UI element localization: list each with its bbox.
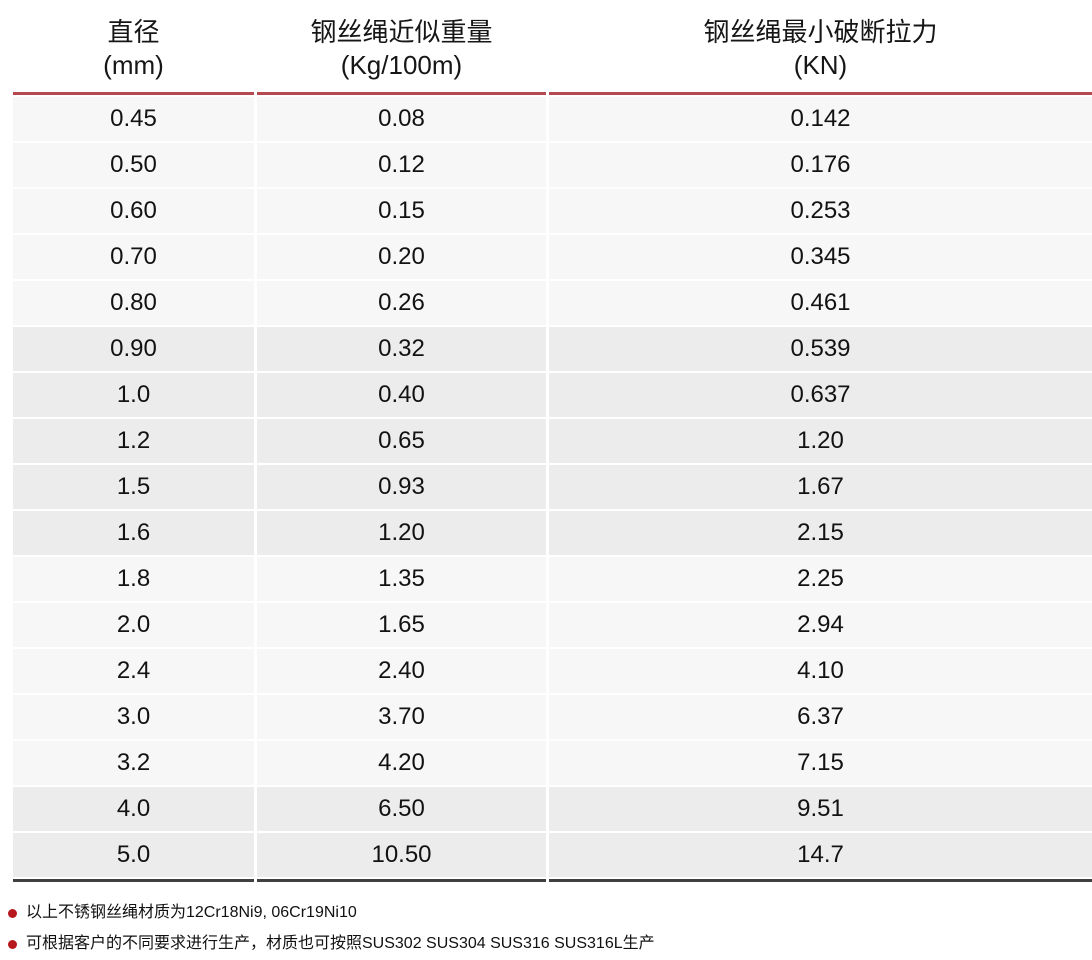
table-bottom-border (549, 879, 1092, 882)
table-cell: 0.80 (13, 281, 254, 325)
table-cell: 0.32 (257, 327, 546, 371)
table-cell: 1.35 (257, 557, 546, 601)
column-header-diameter: 直径 (mm) (13, 0, 254, 90)
table-cell: 1.20 (257, 511, 546, 555)
header-divider-line (549, 92, 1092, 95)
bullet-icon (8, 908, 17, 918)
table-cell: 0.637 (549, 373, 1092, 417)
table-cell: 6.50 (257, 787, 546, 831)
table-cell: 2.4 (13, 649, 254, 693)
table-cell: 10.50 (257, 833, 546, 877)
header-divider-line (13, 92, 254, 95)
table-cell: 6.37 (549, 695, 1092, 739)
table-cell: 9.51 (549, 787, 1092, 831)
table-cell: 0.40 (257, 373, 546, 417)
footnote-custom-production: 可根据客户的不同要求进行生产，材质也可按照SUS302 SUS304 SUS31… (8, 933, 655, 955)
column-header-weight: 钢丝绳近似重量 (Kg/100m) (257, 0, 546, 90)
table-cell: 0.12 (257, 143, 546, 187)
wire-rope-spec-table: 直径 (mm) 钢丝绳近似重量 (Kg/100m) 钢丝绳最小破断拉力 (KN)… (13, 0, 1092, 882)
header-divider-line (257, 92, 546, 95)
table-cell: 5.0 (13, 833, 254, 877)
table-cell: 0.60 (13, 189, 254, 233)
table-cell: 0.26 (257, 281, 546, 325)
table-cell: 4.20 (257, 741, 546, 785)
table-cell: 3.0 (13, 695, 254, 739)
table-cell: 0.20 (257, 235, 546, 279)
table-cell: 7.15 (549, 741, 1092, 785)
table-cell: 1.0 (13, 373, 254, 417)
table-cell: 0.93 (257, 465, 546, 509)
table-cell: 0.15 (257, 189, 546, 233)
table-cell: 0.539 (549, 327, 1092, 371)
table-cell: 0.90 (13, 327, 254, 371)
column-header-breaking-force-unit: (KN) (793, 50, 848, 80)
column-header-weight-label: 钢丝绳近似重量 (310, 17, 493, 47)
footnote-material-text: 以上不锈钢丝绳材质为12Cr18Ni9, 06Cr19Ni10 (26, 904, 357, 921)
table-cell: 14.7 (549, 833, 1092, 877)
footnotes: 以上不锈钢丝绳材质为12Cr18Ni9, 06Cr19Ni10 可根据客户的不同… (8, 902, 655, 955)
table-cell: 1.2 (13, 419, 254, 463)
table-cell: 0.253 (549, 189, 1092, 233)
footnote-custom-production-text: 可根据客户的不同要求进行生产，材质也可按照SUS302 SUS304 SUS31… (26, 935, 655, 952)
table-cell: 2.40 (257, 649, 546, 693)
table-cell: 1.6 (13, 511, 254, 555)
table-cell: 0.65 (257, 419, 546, 463)
table-cell: 0.45 (13, 97, 254, 141)
table-cell: 0.461 (549, 281, 1092, 325)
table-cell: 1.5 (13, 465, 254, 509)
table-cell: 3.2 (13, 741, 254, 785)
table-cell: 2.0 (13, 603, 254, 647)
column-header-breaking-force: 钢丝绳最小破断拉力 (KN) (549, 0, 1092, 90)
table-cell: 0.345 (549, 235, 1092, 279)
column-header-weight-unit: (Kg/100m) (340, 50, 463, 80)
table-cell: 4.10 (549, 649, 1092, 693)
table-bottom-border (257, 879, 546, 882)
table-cell: 1.65 (257, 603, 546, 647)
table-cell: 2.15 (549, 511, 1092, 555)
table-cell: 1.20 (549, 419, 1092, 463)
footnote-material: 以上不锈钢丝绳材质为12Cr18Ni9, 06Cr19Ni10 (8, 902, 655, 924)
table-cell: 0.08 (257, 97, 546, 141)
table-cell: 3.70 (257, 695, 546, 739)
table-cell: 1.67 (549, 465, 1092, 509)
table-cell: 0.176 (549, 143, 1092, 187)
bullet-icon (8, 939, 17, 949)
table-bottom-border (13, 879, 254, 882)
table-cell: 0.50 (13, 143, 254, 187)
column-header-diameter-label: 直径 (107, 17, 160, 47)
table-cell: 0.142 (549, 97, 1092, 141)
table-cell: 4.0 (13, 787, 254, 831)
column-header-breaking-force-label: 钢丝绳最小破断拉力 (703, 17, 938, 47)
column-header-diameter-unit: (mm) (103, 50, 164, 80)
table-cell: 1.8 (13, 557, 254, 601)
table-cell: 2.25 (549, 557, 1092, 601)
table-cell: 0.70 (13, 235, 254, 279)
table-cell: 2.94 (549, 603, 1092, 647)
